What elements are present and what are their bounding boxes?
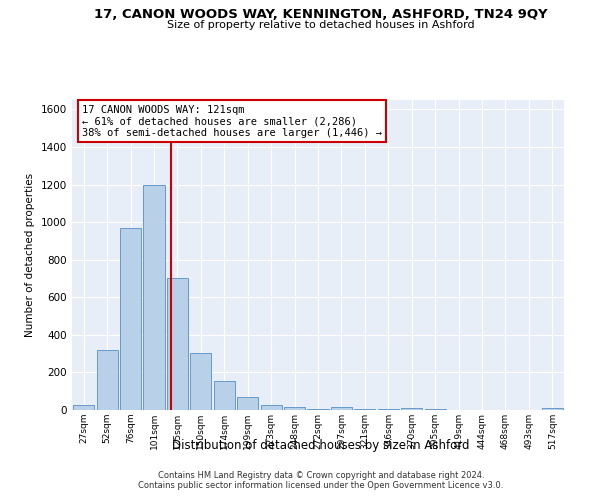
Bar [355, 409, 376, 410]
Text: Size of property relative to detached houses in Ashford: Size of property relative to detached ho… [167, 20, 475, 30]
Bar [167, 278, 188, 410]
Text: Contains public sector information licensed under the Open Government Licence v3: Contains public sector information licen… [139, 481, 503, 490]
Bar [120, 228, 141, 410]
Bar [260, 404, 281, 410]
Text: 17 CANON WOODS WAY: 121sqm
← 61% of detached houses are smaller (2,286)
38% of s: 17 CANON WOODS WAY: 121sqm ← 61% of deta… [82, 104, 382, 138]
Bar [143, 186, 164, 410]
Bar [214, 381, 235, 410]
Bar [190, 352, 211, 410]
Text: 17, CANON WOODS WAY, KENNINGTON, ASHFORD, TN24 9QY: 17, CANON WOODS WAY, KENNINGTON, ASHFORD… [94, 8, 548, 20]
Bar [331, 407, 352, 410]
Bar [542, 408, 563, 410]
Bar [97, 350, 118, 410]
Bar [237, 397, 258, 410]
Bar [307, 409, 329, 410]
Text: Distribution of detached houses by size in Ashford: Distribution of detached houses by size … [172, 440, 470, 452]
Bar [73, 404, 94, 410]
Bar [284, 406, 305, 410]
Y-axis label: Number of detached properties: Number of detached properties [25, 173, 35, 337]
Text: Contains HM Land Registry data © Crown copyright and database right 2024.: Contains HM Land Registry data © Crown c… [158, 471, 484, 480]
Bar [401, 408, 422, 410]
